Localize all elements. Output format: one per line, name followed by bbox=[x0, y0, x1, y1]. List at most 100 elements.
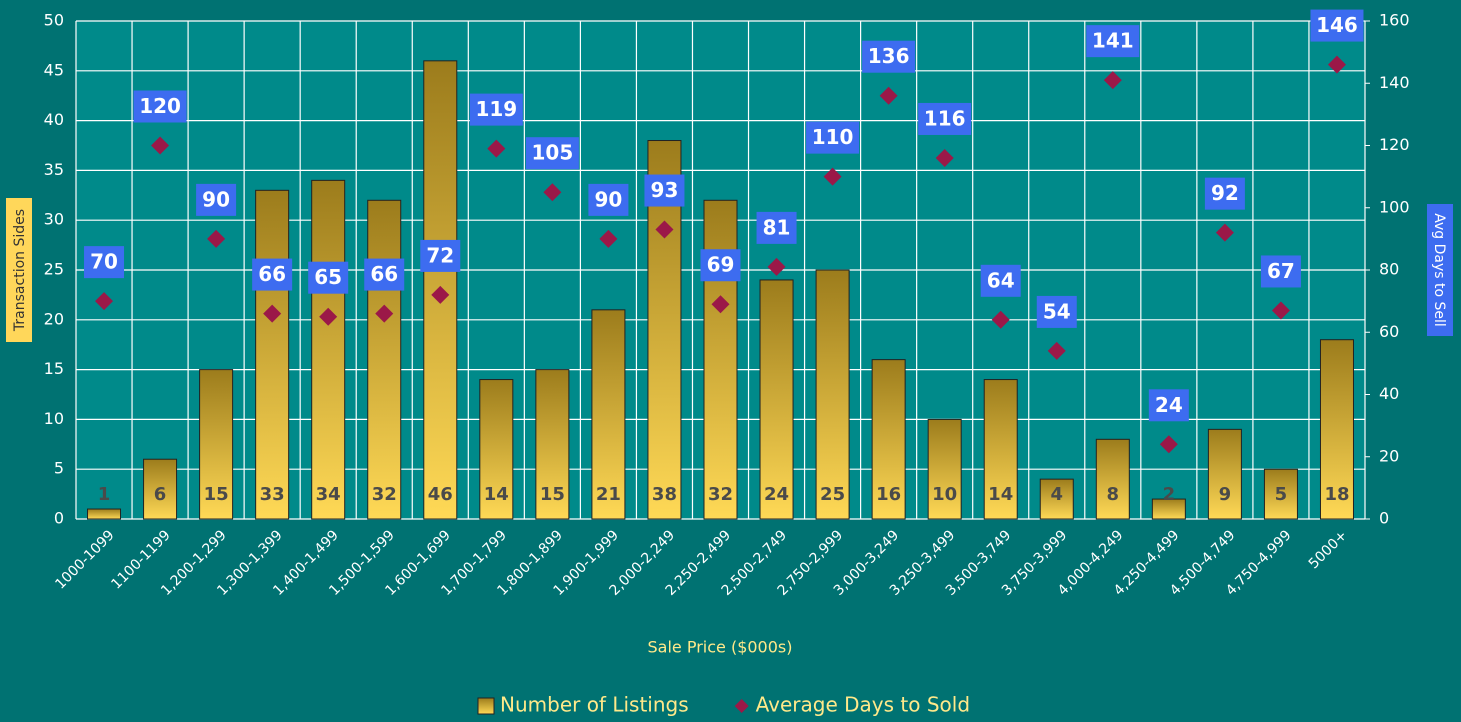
bar-value-label: 18 bbox=[1324, 484, 1349, 505]
point-value-label: 69 bbox=[707, 253, 735, 277]
diamond-marker bbox=[543, 183, 562, 202]
diamond-marker bbox=[319, 307, 338, 326]
diamond-marker bbox=[1271, 301, 1290, 320]
y-tick-label: 10 bbox=[44, 409, 64, 428]
point-label-box bbox=[133, 90, 187, 123]
point-value-label: 136 bbox=[868, 44, 910, 68]
point-label-box bbox=[196, 183, 237, 216]
point-label-box bbox=[980, 264, 1021, 297]
bar bbox=[311, 179, 346, 520]
point-value-label: 64 bbox=[987, 268, 1015, 292]
bar bbox=[87, 508, 122, 520]
y2-tick-label: 0 bbox=[1379, 509, 1389, 528]
point-value-label: 141 bbox=[1092, 29, 1134, 53]
bar bbox=[1319, 339, 1354, 520]
y2-tick-label: 160 bbox=[1379, 11, 1410, 30]
diamond-marker bbox=[431, 285, 450, 304]
point-label-box bbox=[1260, 255, 1301, 288]
point-label-box bbox=[806, 121, 860, 154]
bar-value-label: 6 bbox=[154, 484, 167, 505]
diamond-marker bbox=[879, 86, 898, 105]
bar-value-label: 15 bbox=[204, 484, 229, 505]
bar bbox=[591, 309, 626, 520]
bar-value-label: 8 bbox=[1107, 484, 1120, 505]
bar bbox=[1207, 428, 1242, 520]
legend-swatch bbox=[477, 697, 495, 715]
legend-swatch bbox=[734, 699, 749, 713]
point-label-box bbox=[84, 246, 125, 279]
point-value-label: 119 bbox=[475, 97, 517, 121]
y-tick-label: 40 bbox=[44, 110, 64, 129]
y-tick-label: 15 bbox=[44, 359, 64, 378]
diamond-marker bbox=[207, 229, 226, 248]
bar bbox=[1263, 468, 1298, 520]
diamond-marker bbox=[935, 148, 954, 167]
bar-value-label: 33 bbox=[260, 484, 285, 505]
y-tick-label: 45 bbox=[44, 60, 64, 79]
point-value-label: 146 bbox=[1316, 13, 1358, 37]
bar-value-label: 5 bbox=[1275, 484, 1288, 505]
bar-value-label: 46 bbox=[428, 484, 453, 505]
diamond-marker bbox=[599, 229, 618, 248]
x-tick-label: 1000-1099 bbox=[52, 527, 117, 592]
y-tick-label: 5 bbox=[54, 459, 64, 478]
point-label-box bbox=[1204, 177, 1245, 210]
bar bbox=[535, 369, 570, 520]
bar-value-label: 32 bbox=[708, 484, 733, 505]
point-value-label: 66 bbox=[370, 262, 398, 286]
x-tick-label: 5000+ bbox=[1306, 527, 1351, 572]
point-value-label: 67 bbox=[1267, 259, 1295, 283]
y-tick-label: 0 bbox=[54, 509, 64, 528]
y-axis-title-group: Transaction Sides bbox=[6, 198, 32, 342]
bar-value-label: 10 bbox=[932, 484, 957, 505]
y2-tick-label: 80 bbox=[1379, 260, 1399, 279]
bar-value-label: 38 bbox=[652, 484, 677, 505]
diamond-marker bbox=[95, 292, 114, 311]
y2-axis-title: Avg Days to Sell bbox=[1431, 213, 1447, 327]
point-value-label: 120 bbox=[139, 94, 181, 118]
bar-value-label: 34 bbox=[316, 484, 341, 505]
point-label-box bbox=[420, 239, 461, 272]
bar bbox=[143, 458, 178, 520]
point-label-box bbox=[644, 174, 685, 207]
point-label-box bbox=[1310, 9, 1364, 42]
bar bbox=[703, 199, 738, 520]
diamond-marker bbox=[1327, 55, 1346, 74]
point-label-box bbox=[1148, 389, 1189, 422]
legend-label: Average Days to Sold bbox=[756, 693, 970, 717]
diamond-marker bbox=[655, 220, 674, 239]
point-label-box bbox=[308, 261, 349, 294]
point-value-label: 105 bbox=[531, 141, 573, 165]
diamond-marker bbox=[487, 139, 506, 158]
point-value-label: 92 bbox=[1211, 181, 1239, 205]
y2-axis-title-group: Avg Days to Sell bbox=[1427, 204, 1453, 336]
y2-tick-label: 120 bbox=[1379, 135, 1410, 154]
y-tick-label: 20 bbox=[44, 309, 64, 328]
diamond-marker bbox=[263, 304, 282, 323]
point-value-label: 81 bbox=[763, 215, 791, 239]
bar bbox=[815, 269, 850, 520]
diamond-marker bbox=[711, 295, 730, 314]
y2-tick-label: 100 bbox=[1379, 197, 1410, 216]
point-label-box bbox=[588, 183, 629, 216]
point-value-label: 54 bbox=[1043, 299, 1071, 323]
bar-value-label: 24 bbox=[764, 484, 789, 505]
bar-value-label: 32 bbox=[372, 484, 397, 505]
y2-tick-label: 60 bbox=[1379, 322, 1399, 341]
y2-tick-label: 140 bbox=[1379, 73, 1410, 92]
bar bbox=[759, 279, 794, 520]
y-tick-label: 35 bbox=[44, 160, 64, 179]
diamond-marker bbox=[991, 310, 1010, 329]
diamond-marker bbox=[151, 136, 170, 155]
bar-value-label: 16 bbox=[876, 484, 901, 505]
point-value-label: 90 bbox=[594, 187, 622, 211]
diamond-marker bbox=[1159, 435, 1178, 454]
bar bbox=[199, 369, 234, 520]
bar bbox=[927, 418, 962, 520]
diamond-marker bbox=[823, 167, 842, 186]
point-value-label: 24 bbox=[1155, 393, 1183, 417]
bar-value-label: 1 bbox=[98, 484, 111, 505]
y-tick-label: 25 bbox=[44, 260, 64, 279]
point-label-box bbox=[700, 249, 741, 282]
